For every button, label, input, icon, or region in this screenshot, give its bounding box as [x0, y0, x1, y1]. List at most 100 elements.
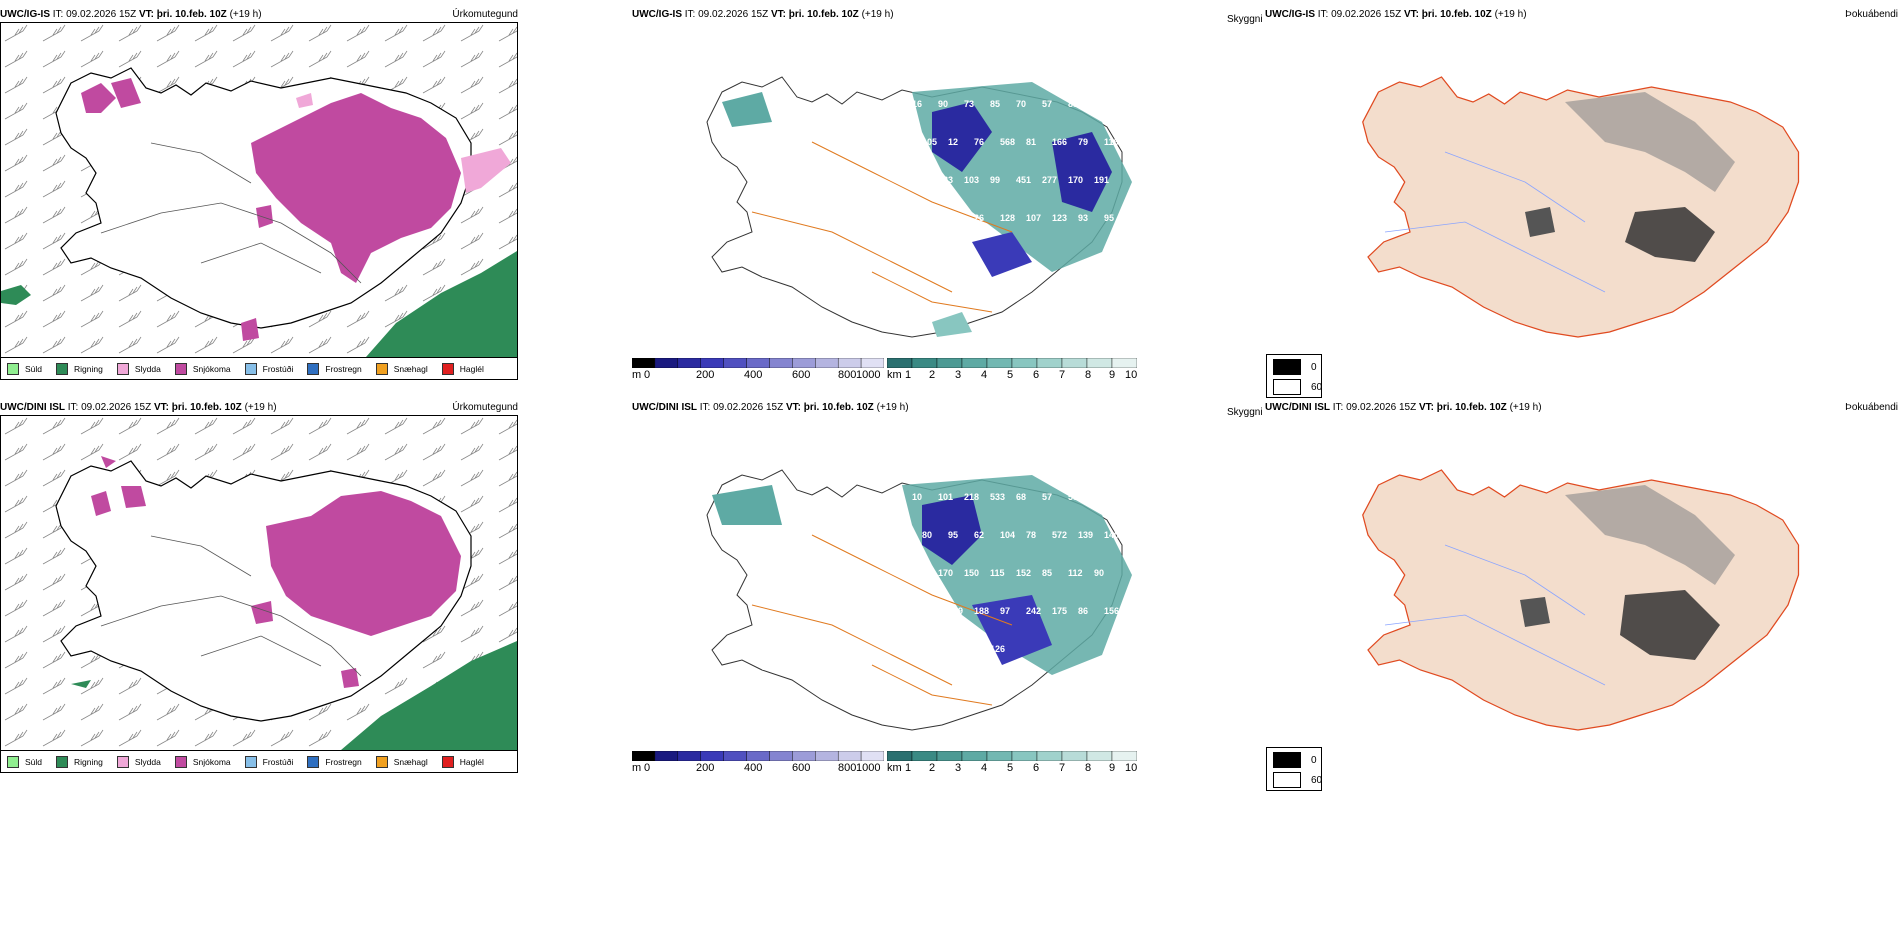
- visibility-value-label: 311: [948, 213, 963, 223]
- colorbar-tick: 1: [905, 369, 912, 381]
- legend-item: Snæhagl: [375, 755, 428, 768]
- colorbar-segment: [886, 357, 913, 369]
- colorbar-segment: [815, 357, 839, 369]
- fog-key-swatch: [1273, 379, 1301, 395]
- visibility-value-label: 68: [1016, 492, 1026, 502]
- legend-item: Súld: [7, 755, 42, 768]
- legend-item: Snæhagl: [375, 362, 428, 375]
- visibility-value-label: 242: [1026, 606, 1041, 616]
- colorbar-tick: 10: [1125, 369, 1138, 381]
- colorbar-segment: [961, 750, 988, 762]
- panel-title: Þokuábendi: [1845, 9, 1898, 20]
- colorbar-tick: 400: [744, 369, 763, 381]
- panel-header: UWC/DINI ISL IT: 09.02.2026 15Z VT: þri.…: [1265, 401, 1900, 417]
- visibility-value-label: 47: [912, 251, 922, 261]
- visibility-value-label: 83: [1068, 99, 1078, 109]
- visibility-value-label: 16: [912, 99, 922, 109]
- visibility-value-label: 65: [1094, 492, 1104, 502]
- colorbar-tick: 800: [838, 369, 857, 381]
- colorbar-segment: [1086, 750, 1113, 762]
- visibility-value-label: 95: [1104, 213, 1114, 223]
- map-frame: Súld Rigning Slydda Snjókoma Frostúði Fr…: [0, 415, 518, 773]
- panel-header: UWC/IG-IS IT: 09.02.2026 15Z VT: þri. 10…: [0, 8, 520, 24]
- colorbar-segment: [746, 750, 770, 762]
- visibility-km-colorbar: km 1 2 3 4 5 6 7 8 9 10: [886, 750, 1137, 777]
- legend-swatch: [375, 755, 388, 768]
- visibility-km-colorbar: km 1 2 3 4 5 6 7 8 9 10: [886, 357, 1138, 384]
- colorbar-segment: [700, 750, 724, 762]
- colorbar-tick: 7: [1059, 762, 1066, 774]
- init-time: IT: 09.02.2026 15Z: [52, 9, 137, 20]
- legend-swatch: [7, 755, 19, 768]
- legend-item: Haglél: [441, 755, 484, 768]
- legend-swatch: [116, 755, 129, 768]
- model-name: UWC/IG-IS: [632, 9, 682, 20]
- valid-prefix: VT:: [785, 402, 801, 413]
- colorbar-segment: [986, 357, 1013, 369]
- valid-prefix: VT:: [1403, 9, 1419, 20]
- colorbar-unit: km: [887, 369, 902, 381]
- visibility-value-label: 86: [1078, 606, 1088, 616]
- visibility-value-label: 99: [990, 175, 1000, 185]
- fog-panel-row1: UWC/IG-IS IT: 09.02.2026 15Z VT: þri. 10…: [1265, 8, 1900, 380]
- visibility-value-label: 115: [990, 568, 1005, 578]
- panel-title: Skyggni: [1227, 14, 1263, 25]
- init-time: IT: 09.02.2026 15Z: [67, 402, 152, 413]
- colorbar-tick: 8: [1085, 369, 1092, 381]
- panel-title: Úrkomutegund: [452, 402, 518, 413]
- visibility-value-label: 85: [1042, 568, 1052, 578]
- fog-key-row: 0: [1273, 359, 1317, 375]
- model-name: UWC/IG-IS: [1265, 9, 1315, 20]
- colorbar-tick: 200: [696, 762, 715, 774]
- fog-key-swatch: [1273, 772, 1301, 788]
- visibility-panel-row2: UWC/DINI ISL IT: 09.02.2026 15Z VT: þri.…: [631, 401, 1322, 791]
- visibility-value-label: 533: [990, 492, 1005, 502]
- visibility-value-label: 150: [964, 568, 979, 578]
- colorbar-tick: 0: [644, 762, 651, 774]
- precip-map: [1, 23, 517, 357]
- init-time: IT: 09.02.2026 15Z: [684, 9, 769, 20]
- colorbar-tick: 2: [929, 762, 936, 774]
- legend-swatch: [56, 362, 69, 375]
- colorbar-segment: [1036, 357, 1063, 369]
- visibility-value-label: 26: [974, 213, 984, 223]
- visibility-value-label: 152: [1016, 568, 1031, 578]
- legend-item: Frostregn: [307, 755, 362, 768]
- visibility-value-label: 131: [938, 644, 953, 654]
- visibility-value-label: 218: [964, 492, 979, 502]
- visibility-value-label: 78: [1026, 530, 1036, 540]
- colorbar-tick: 1: [905, 762, 912, 774]
- legend-swatch: [7, 362, 19, 375]
- visibility-value-label: 191: [1094, 175, 1109, 185]
- legend-swatch: [441, 755, 454, 768]
- visibility-value-label: 80: [922, 530, 932, 540]
- visibility-m-colorbar: m 0 200 400 600 800 1000: [631, 750, 885, 777]
- map-frame: Súld Rigning Slydda Snjókoma Frostúði Fr…: [0, 22, 518, 380]
- visibility-value-label: 568: [1000, 137, 1015, 147]
- valid-time: þri. 10.feb. 10Z: [1421, 9, 1492, 20]
- panel-title: Þokuábendi: [1845, 402, 1898, 413]
- legend-item: Súld: [7, 362, 42, 375]
- init-time: IT: 09.02.2026 15Z: [1332, 402, 1417, 413]
- legend-item: Frostregn: [307, 362, 362, 375]
- visibility-value-label: 277: [1042, 175, 1057, 185]
- visibility-value-label: 29: [912, 644, 922, 654]
- lead-time: (+19 h): [1509, 402, 1542, 413]
- colorbar-tick: 0: [644, 369, 651, 381]
- colorbar-tick: 5: [1007, 369, 1014, 381]
- init-time: IT: 09.02.2026 15Z: [1317, 9, 1402, 20]
- fog-key-swatch: [1273, 359, 1301, 375]
- precip-map: [1, 416, 517, 750]
- legend-swatch: [174, 755, 187, 768]
- visibility-value-label: 62: [974, 530, 984, 540]
- fog-key-row: 0: [1273, 752, 1317, 768]
- legend-swatch: [56, 755, 69, 768]
- visibility-value-label: 175: [1052, 606, 1067, 616]
- colorbar-segment: [961, 357, 988, 369]
- colorbar-segment: [769, 750, 793, 762]
- lead-time: (+19 h): [861, 9, 894, 20]
- visibility-m-colorbar: m 0 200 400 600 800 1000: [631, 357, 885, 384]
- visibility-value-label: 73: [964, 99, 974, 109]
- colorbar-tick: 4: [981, 369, 988, 381]
- legend-swatch: [244, 755, 257, 768]
